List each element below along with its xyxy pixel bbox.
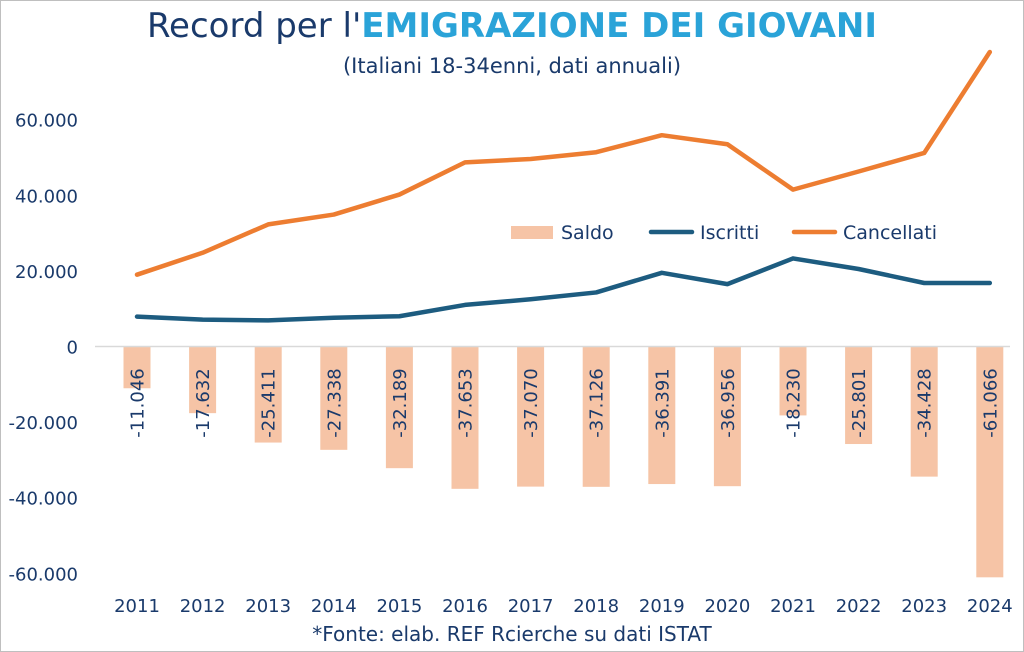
y-tick-label: 0 — [67, 338, 78, 359]
y-tick-label: 60.000 — [15, 111, 78, 132]
saldo-bar — [189, 346, 217, 414]
x-tick-label: 2021 — [770, 596, 816, 617]
saldo-bar — [451, 346, 479, 489]
y-tick-label: 20.000 — [15, 262, 78, 283]
saldo-bar — [320, 346, 348, 450]
x-tick-label: 2019 — [639, 596, 685, 617]
x-tick-label: 2012 — [180, 596, 226, 617]
legend-swatch-saldo — [511, 226, 553, 239]
saldo-bar — [648, 346, 676, 485]
saldo-data-label: -11.046 — [128, 368, 149, 437]
saldo-bar — [385, 346, 413, 469]
title-highlight: EMIGRAZIONE DEI GIOVANI — [361, 6, 878, 46]
saldo-data-label: -37.070 — [521, 368, 542, 437]
x-tick-label: 2014 — [311, 596, 357, 617]
x-tick-label: 2016 — [442, 596, 488, 617]
saldo-data-label: -18.230 — [784, 368, 805, 437]
x-tick-label: 2020 — [704, 596, 750, 617]
saldo-data-label: -61.066 — [980, 368, 1001, 437]
y-tick-label: -20.000 — [9, 413, 78, 434]
x-tick-label: 2023 — [901, 596, 947, 617]
x-tick-label: 2011 — [114, 596, 160, 617]
saldo-bar — [582, 346, 610, 487]
saldo-data-label: -37.653 — [456, 368, 477, 437]
saldo-data-label: -25.801 — [849, 368, 870, 437]
y-tick-label: -40.000 — [9, 489, 78, 510]
saldo-data-label: -25.411 — [259, 368, 280, 437]
x-tick-label: 2017 — [508, 596, 554, 617]
x-tick-label: 2013 — [245, 596, 291, 617]
title-plain: Record per l' — [146, 6, 362, 46]
saldo-data-label: -27.338 — [324, 368, 345, 437]
x-tick-label: 2022 — [836, 596, 882, 617]
legend-label-cancellati: Cancellati — [843, 222, 937, 244]
saldo-data-label: -32.189 — [390, 368, 411, 437]
y-tick-label: 40.000 — [15, 186, 78, 207]
iscritti-line — [134, 256, 993, 323]
saldo-bar — [779, 346, 807, 416]
saldo-data-label: -17.632 — [193, 368, 214, 437]
saldo-data-label: -34.428 — [915, 368, 936, 437]
x-tick-label: 2024 — [967, 596, 1013, 617]
saldo-bar — [910, 346, 938, 477]
saldo-bar — [517, 346, 545, 487]
saldo-bar — [845, 346, 873, 445]
saldo-bar — [254, 346, 282, 443]
legend-label-iscritti: Iscritti — [700, 222, 759, 244]
saldo-data-label: -37.126 — [587, 368, 608, 437]
saldo-data-label: -36.391 — [652, 368, 673, 437]
saldo-bar — [976, 346, 1004, 578]
saldo-bar — [123, 346, 151, 389]
chart-subtitle: (Italiani 18-34enni, dati annuali) — [342, 54, 682, 78]
saldo-bar — [713, 346, 741, 487]
saldo-data-label: -36.956 — [718, 368, 739, 437]
x-tick-label: 2015 — [376, 596, 422, 617]
x-tick-label: 2018 — [573, 596, 619, 617]
y-tick-label: -60.000 — [9, 564, 78, 585]
cancellati-line — [134, 49, 993, 277]
source-note: *Fonte: elab. REF Rcierche su dati ISTAT — [312, 622, 712, 646]
chart-title: Record per l'EMIGRAZIONE DEI GIOVANI — [0, 6, 1024, 46]
legend-label-saldo: Saldo — [561, 222, 614, 244]
